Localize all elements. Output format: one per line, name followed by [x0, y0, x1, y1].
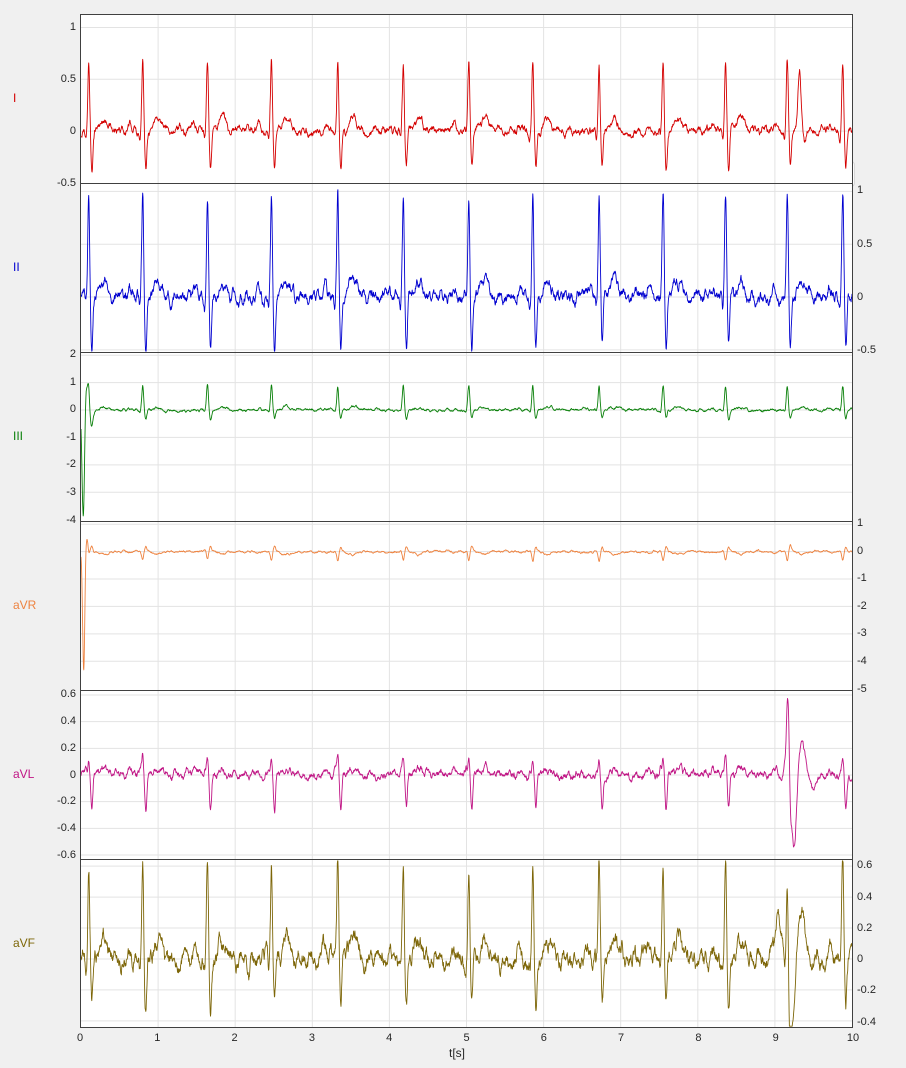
lead-label-aVL: aVL — [13, 766, 35, 781]
y-tick-label: -3 — [66, 486, 76, 499]
x-axis-label: t[s] — [448, 1046, 465, 1060]
x-tick-label: 4 — [386, 1032, 393, 1044]
y-tick-label: 0.2 — [60, 741, 76, 754]
x-tick-label: 6 — [540, 1032, 547, 1044]
grid-lines — [81, 860, 852, 1027]
y-tick-label: -4 — [857, 655, 867, 668]
grid-lines — [81, 184, 852, 352]
y-tick-label: 0 — [69, 768, 76, 781]
y-tick-label: -0.5 — [857, 343, 876, 356]
y-tick-label: 0 — [69, 403, 76, 416]
lead-label-III: III — [13, 428, 24, 443]
plot-area-aVR — [81, 522, 852, 690]
x-tick-label: 2 — [231, 1032, 238, 1044]
panel-aVF[interactable] — [80, 859, 853, 1028]
y-tick-label: -1 — [66, 430, 76, 443]
grid-lines — [81, 15, 852, 183]
ecg-trace-aVR — [81, 538, 852, 671]
x-tick-label: 10 — [846, 1032, 860, 1044]
y-tick-label: 0.6 — [60, 688, 76, 701]
y-tick-label: 0.4 — [857, 890, 873, 903]
lead-label-I: I — [13, 90, 17, 105]
y-tick-label: 1 — [857, 517, 864, 530]
y-tick-label: -2 — [857, 599, 867, 612]
y-tick-label: -1 — [857, 572, 867, 585]
x-tick-label: 3 — [308, 1032, 315, 1044]
y-tick-label: -0.4 — [57, 822, 76, 835]
panel-III[interactable] — [80, 352, 853, 521]
y-tick-label: 0 — [857, 544, 864, 557]
y-tick-label: 0.4 — [60, 714, 76, 727]
lead-label-aVF: aVF — [13, 935, 36, 950]
grid-lines — [81, 691, 852, 859]
y-tick-label: 0.5 — [857, 237, 873, 250]
y-tick-label: 0 — [857, 953, 864, 966]
panel-aVR[interactable] — [80, 521, 853, 690]
grid-lines — [81, 522, 852, 690]
ecg-trace-II — [81, 189, 852, 352]
y-tick-label: 1 — [69, 20, 76, 33]
y-tick-label: -2 — [66, 458, 76, 471]
y-tick-label: 1 — [69, 375, 76, 388]
y-tick-label: 0.6 — [857, 859, 873, 872]
y-tick-label: 1 — [857, 184, 864, 197]
y-tick-label: 2 — [69, 348, 76, 361]
plot-area-I — [81, 15, 852, 183]
y-tick-label: 0 — [69, 124, 76, 137]
ecg-trace-aVF — [81, 860, 852, 1027]
ecg-trace-I — [81, 58, 852, 173]
y-tick-label: -0.4 — [857, 1015, 876, 1028]
y-tick-label: 0.2 — [857, 921, 873, 934]
y-tick-label: -0.2 — [857, 984, 876, 997]
plot-area-aVF — [81, 860, 852, 1027]
x-tick-label: 9 — [772, 1032, 779, 1044]
y-tick-label: -0.2 — [57, 795, 76, 808]
x-tick-label: 8 — [695, 1032, 702, 1044]
grid-lines — [81, 353, 852, 521]
y-tick-label: -0.6 — [57, 848, 76, 861]
ecg-trace-III — [81, 383, 852, 517]
x-tick-label: 1 — [154, 1032, 161, 1044]
panel-I[interactable] — [80, 14, 853, 183]
panel-aVL[interactable] — [80, 690, 853, 859]
y-tick-label: -3 — [857, 627, 867, 640]
panel-II[interactable] — [80, 183, 853, 352]
x-tick-label: 0 — [76, 1032, 84, 1044]
y-tick-label: 0 — [857, 290, 864, 303]
y-tick-label: -5 — [857, 682, 867, 695]
plot-area-II — [81, 184, 852, 352]
x-tick-label: 5 — [463, 1032, 470, 1044]
y-tick-label: -0.5 — [57, 177, 76, 189]
y-tick-label: 0.5 — [60, 72, 76, 85]
lead-label-aVR: aVR — [13, 597, 37, 612]
lead-label-II: II — [13, 259, 20, 274]
ecg-trace-aVL — [81, 697, 852, 848]
y-tick-label: -4 — [66, 513, 76, 526]
x-tick-label: 7 — [618, 1032, 625, 1044]
plot-area-III — [81, 353, 852, 521]
plot-area-aVL — [81, 691, 852, 859]
